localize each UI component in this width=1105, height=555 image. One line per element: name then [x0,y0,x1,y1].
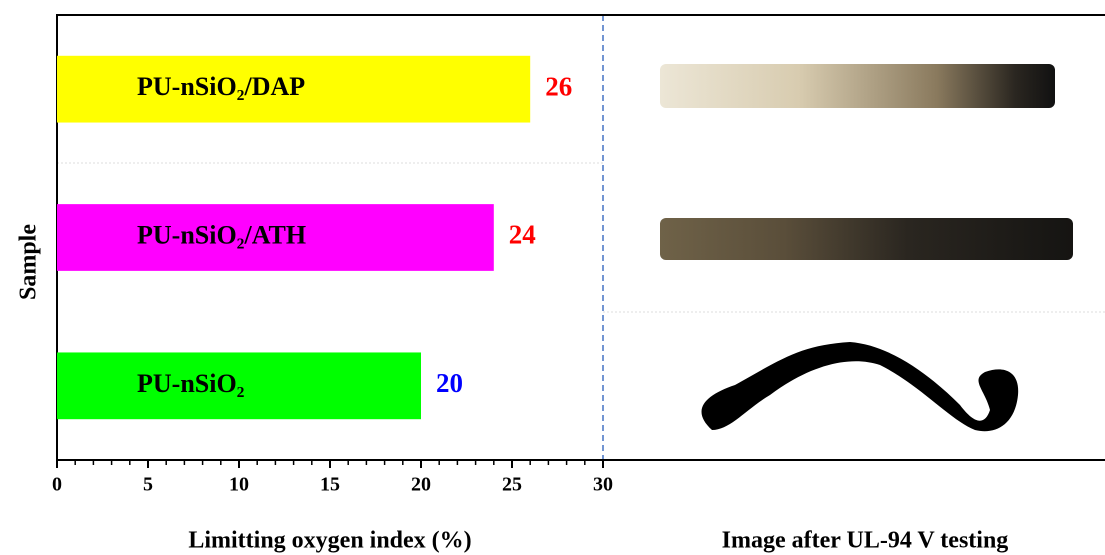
x-axis-label: Limitting oxygen index (%) [188,528,471,554]
bar-category-label: PU-nSiO₂/ATH [137,220,306,249]
x-tick-label: 0 [52,474,62,496]
bar [57,55,531,123]
x-tick-label: 20 [411,474,431,496]
axes-frame [56,14,1105,461]
sample-image [660,64,1055,108]
value-label: 20 [436,368,463,398]
sample-image [660,218,1073,260]
bar [57,352,421,420]
x-tick-label: 30 [593,474,613,496]
bar-category-label: PU-nSiO₂ [137,369,245,398]
value-label: 24 [509,220,536,250]
x-tick-label: 10 [229,474,249,496]
panel-label: Image after UL-94 V testing [722,528,1009,554]
x-tick-label: 25 [502,474,522,496]
value-label: 26 [545,71,572,101]
bar [57,204,494,271]
sample-image [701,342,1019,432]
y-axis-label: Sample [16,224,42,300]
x-tick-label: 15 [320,474,340,496]
x-tick-label: 5 [143,474,153,496]
bar-category-label: PU-nSiO₂/DAP [137,72,305,101]
